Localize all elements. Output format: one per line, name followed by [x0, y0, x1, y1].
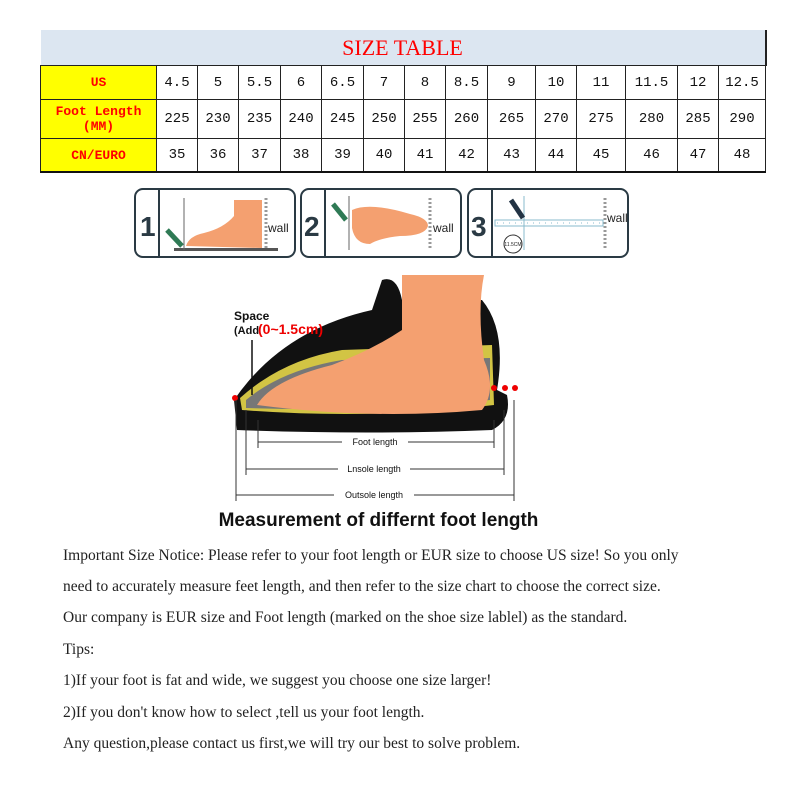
table-cell: 12.5	[717, 65, 767, 100]
step-2: 2 wall	[300, 188, 462, 258]
svg-text:wall: wall	[606, 211, 628, 225]
step-1: 1 wall	[134, 188, 296, 258]
table-cell: 46	[625, 138, 678, 173]
svg-text:(0~1.5cm): (0~1.5cm)	[258, 321, 323, 337]
tips-heading: Tips:	[63, 641, 95, 658]
table-cell: 7	[363, 65, 405, 100]
table-cell: 260	[445, 99, 488, 139]
row-label: US	[40, 65, 157, 100]
contact-line: Any question,please contact us first,we …	[63, 735, 521, 752]
notice-line: Important Size Notice: Please refer to y…	[63, 547, 679, 564]
table-cell: 10	[535, 65, 577, 100]
table-row-us: US 4.5 5 5.5 6 6.5 7 8 8.5 9 10 11 11.5 12 12.5	[40, 65, 767, 100]
foot-icon	[352, 206, 428, 244]
table-cell: 6.5	[321, 65, 364, 100]
svg-text:(Add: (Add	[234, 325, 259, 337]
outsole-length-label: Outsole length	[345, 490, 403, 500]
table-cell: 6	[280, 65, 322, 100]
pencil-icon	[508, 198, 526, 220]
size-table: SIZE TABLE US 4.5 5 5.5 6 6.5 7 8 8.5 9 10 11 11.5 12…	[40, 30, 767, 173]
table-row-cn-euro: CN/EURO 35 36 37 38 39 40 41 42 43 44 45 46 47 48	[40, 138, 767, 173]
table-cell: 47	[677, 138, 719, 173]
table-cell: 245	[321, 99, 364, 139]
table-cell: 5.5	[238, 65, 281, 100]
table-cell: 35	[156, 138, 198, 173]
notice-line: Our company is EUR size and Foot length …	[63, 609, 628, 626]
table-cell: 240	[280, 99, 322, 139]
table-cell: 42	[445, 138, 488, 173]
notice-line: need to accurately measure feet length, …	[63, 578, 661, 595]
table-cell: 38	[280, 138, 322, 173]
measurement-steps: 1 wall 2 wall 3 wall 11.5CM	[134, 188, 629, 258]
table-cell: 235	[238, 99, 281, 139]
table-cell: 255	[404, 99, 446, 139]
table-row-foot-length: Foot Length (MM) 225 230 235 240 245 250 255 260 2…	[40, 99, 767, 139]
step-3: 3 wall 11.5CM	[467, 188, 629, 258]
table-cell: 8	[404, 65, 446, 100]
foot-length-label: Foot length	[352, 437, 397, 447]
svg-text:3: 3	[471, 211, 487, 242]
table-title: SIZE TABLE	[40, 30, 767, 66]
table-cell: 43	[487, 138, 536, 173]
diagram-title: Measurement of differnt foot length	[218, 510, 539, 531]
svg-text:wall: wall	[267, 221, 289, 235]
table-cell: 8.5	[445, 65, 488, 100]
tip-line: 1)If your foot is fat and wide, we sugge…	[63, 672, 492, 689]
svg-text:wall: wall	[432, 221, 454, 235]
table-cell: 11.5	[625, 65, 678, 100]
table-cell: 44	[535, 138, 577, 173]
table-cell: 275	[576, 99, 626, 139]
foot-icon	[257, 275, 491, 414]
svg-text:11.5CM: 11.5CM	[504, 242, 521, 248]
table-cell: 265	[487, 99, 536, 139]
table-cell: 40	[363, 138, 405, 173]
table-cell: 285	[677, 99, 719, 139]
row-label: Foot Length (MM)	[40, 99, 157, 139]
table-cell: 270	[535, 99, 577, 139]
table-cell: 4.5	[156, 65, 198, 100]
step-number: 1	[140, 211, 156, 242]
foot-measurement-diagram: Space (Add (0~1.5cm) Foot length Lnsole …	[232, 275, 518, 502]
table-cell: 11	[576, 65, 626, 100]
table-cell: 280	[625, 99, 678, 139]
foot-icon	[186, 200, 262, 248]
pencil-icon	[165, 228, 184, 248]
table-cell: 230	[197, 99, 239, 139]
table-cell: 39	[321, 138, 364, 173]
table-cell: 36	[197, 138, 239, 173]
table-cell: 290	[717, 99, 767, 139]
table-cell: 48	[717, 138, 767, 173]
svg-text:Space: Space	[234, 309, 270, 323]
tip-line: 2)If you don't know how to select ,tell …	[63, 704, 425, 721]
insole-length-label: Lnsole length	[347, 464, 401, 474]
table-cell: 45	[576, 138, 626, 173]
table-cell: 9	[487, 65, 536, 100]
table-cell: 12	[677, 65, 719, 100]
svg-text:2: 2	[304, 211, 320, 242]
table-cell: 5	[197, 65, 239, 100]
table-cell: 41	[404, 138, 446, 173]
table-cell: 250	[363, 99, 405, 139]
pencil-icon	[331, 202, 348, 222]
table-cell: 225	[156, 99, 198, 139]
row-label: CN/EURO	[40, 138, 157, 173]
table-cell: 37	[238, 138, 281, 173]
